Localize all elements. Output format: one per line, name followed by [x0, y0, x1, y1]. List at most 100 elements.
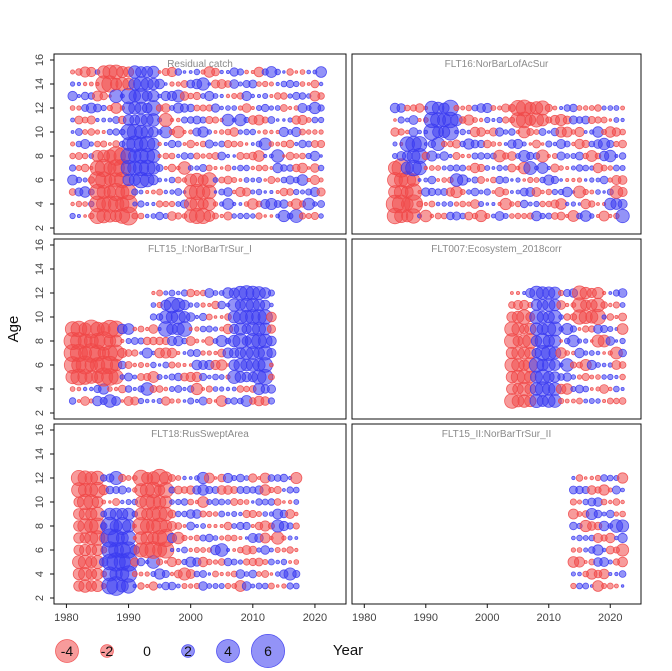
bubble-point: [268, 105, 274, 111]
bubble-point: [478, 189, 484, 195]
bubble-point: [583, 560, 588, 564]
bubble-point: [225, 386, 231, 392]
bubble-point: [231, 213, 237, 219]
bubble-point: [485, 202, 490, 206]
bubble-point: [68, 397, 77, 405]
legend-label: 0: [143, 643, 151, 659]
bubble-point: [194, 398, 199, 404]
bubble-point: [218, 583, 225, 590]
bubble-point: [242, 485, 251, 494]
bubble-point: [459, 188, 466, 195]
bubble-group: [70, 468, 303, 596]
bubble-point: [218, 140, 226, 148]
bubble-point: [569, 361, 577, 369]
bubble-point: [131, 349, 139, 357]
bubble-point: [397, 116, 405, 124]
bubble-point: [426, 150, 438, 162]
legend: -4 -2 0 2 4 6: [55, 634, 285, 669]
bubble-point: [201, 387, 206, 391]
bubble-point: [244, 536, 249, 540]
bubble-point: [169, 548, 174, 553]
bubble-point: [94, 129, 101, 135]
bubble-point: [224, 397, 232, 405]
bubble-point: [175, 558, 182, 566]
bubble-point: [187, 92, 194, 100]
bubble-point: [520, 199, 529, 209]
bubble-point: [70, 81, 76, 87]
bubble-point: [510, 178, 514, 182]
bubble-point: [250, 177, 256, 183]
bubble-point: [225, 105, 231, 111]
bubble-point: [168, 385, 175, 392]
bubble-point: [157, 583, 163, 589]
bubble-point: [435, 201, 441, 207]
bubble-point: [147, 65, 160, 79]
bubble-point: [516, 290, 521, 295]
bubble-point: [144, 213, 150, 219]
bubble-point: [287, 535, 293, 541]
bubble-point: [242, 187, 252, 197]
bubble-point: [565, 177, 570, 182]
bubble-point: [559, 106, 564, 111]
bubble-point: [569, 498, 577, 506]
bubble-point: [212, 583, 219, 590]
bubble-point: [441, 201, 447, 207]
bubble-point: [117, 485, 127, 495]
bubble-point: [496, 164, 503, 172]
bubble-point: [317, 104, 325, 112]
bubble-point: [231, 165, 237, 171]
bubble-point: [275, 559, 281, 565]
bubble-point: [620, 487, 625, 493]
bubble-point: [466, 153, 472, 159]
x-tick-label: 1980: [352, 612, 376, 624]
bubble-point: [163, 290, 169, 296]
bubble-point: [564, 350, 570, 356]
bubble-point: [569, 325, 578, 333]
bubble-point: [154, 78, 165, 90]
bubble-point: [206, 583, 213, 589]
bubble-point: [259, 299, 271, 311]
x-axis-label: Year: [333, 642, 363, 659]
bubble-point: [571, 535, 576, 541]
bubble-point: [193, 289, 200, 296]
bubble-point: [546, 153, 551, 158]
bubble-point: [496, 116, 503, 124]
bubble-point: [69, 164, 77, 172]
bubble-point: [224, 534, 232, 542]
bubble-point: [292, 522, 300, 530]
bubble-group: [385, 99, 630, 225]
bubble-point: [615, 208, 630, 224]
bubble-point: [187, 165, 194, 171]
bubble-point: [76, 94, 81, 99]
bubble-point: [620, 499, 625, 505]
panel-2: FLT16:NorBarLofAcSur: [351, 53, 642, 235]
bubble-point: [141, 347, 153, 359]
bubble-point: [182, 475, 187, 481]
bubble-point: [225, 548, 230, 553]
bubble-point: [70, 117, 75, 123]
bubble-point: [212, 290, 219, 296]
bubble-point: [267, 373, 275, 381]
bubble-point: [182, 142, 187, 146]
bubble-point: [491, 190, 496, 194]
bubble-point: [232, 201, 237, 207]
bubble-point: [237, 498, 244, 506]
bubble-point: [168, 474, 176, 482]
bubble-point: [130, 396, 140, 406]
bubble-point: [232, 154, 236, 158]
y-tick-label: 2: [34, 410, 46, 416]
bubble-point: [619, 373, 626, 381]
bubble-point: [174, 212, 182, 220]
bubble-point: [483, 188, 491, 196]
bubble-point: [600, 474, 608, 482]
bubble-point: [576, 511, 583, 517]
bubble-point: [608, 499, 613, 505]
bubble-point: [601, 511, 607, 517]
bubble-point: [574, 347, 585, 359]
bubble-point: [132, 326, 138, 332]
bubble-point: [212, 511, 219, 517]
bubble-point: [589, 374, 595, 380]
bubble-point: [576, 177, 583, 183]
y-tick-label: 8: [34, 338, 46, 344]
